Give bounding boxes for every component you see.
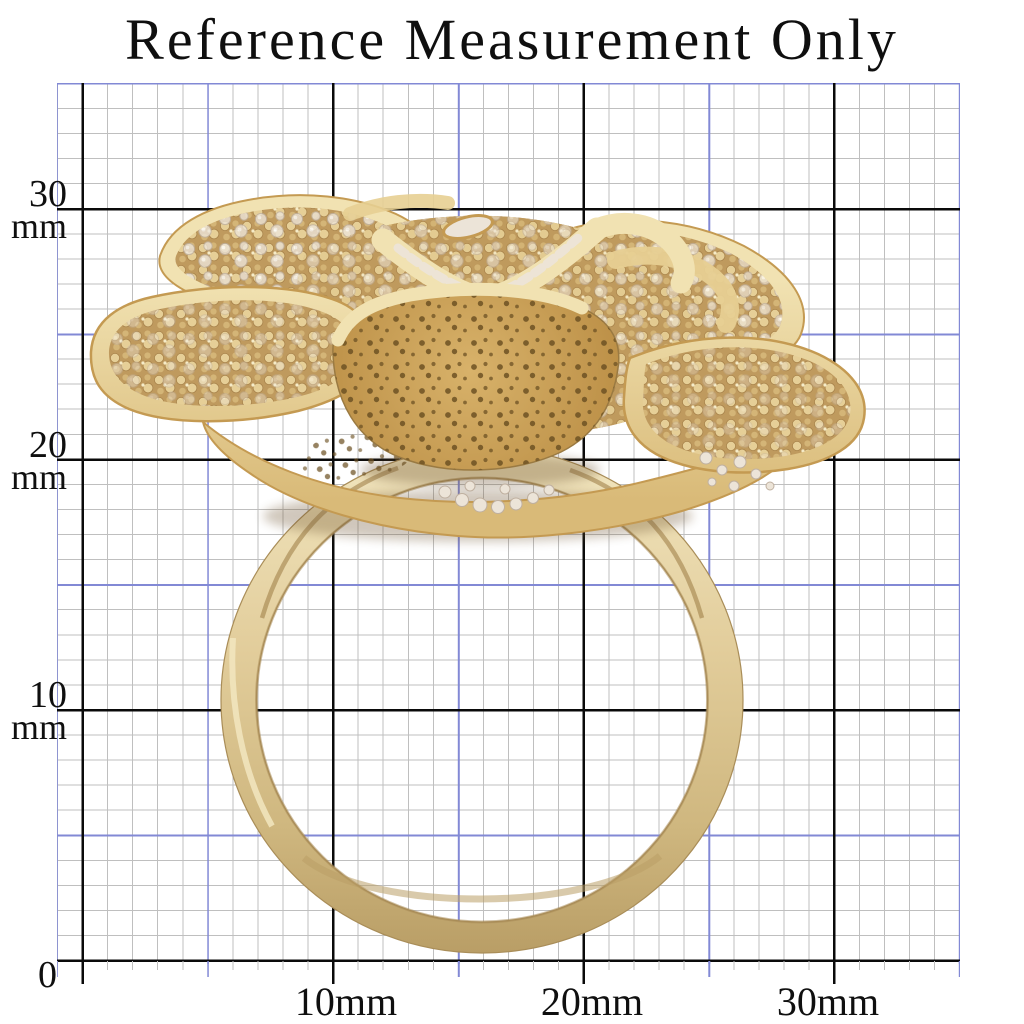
measurement-grid bbox=[57, 83, 960, 964]
y-axis-label-30: 30 bbox=[29, 173, 67, 215]
x-axis-label-30mm: 30mm bbox=[776, 979, 880, 1024]
origin-label: 0 bbox=[38, 954, 57, 996]
y-axis-unit-30: mm bbox=[10, 206, 67, 246]
y-axis-unit-10: mm bbox=[10, 707, 67, 747]
y-axis-label-20: 20 bbox=[29, 424, 67, 466]
y-axis-label-10: 10 bbox=[29, 674, 67, 716]
x-axis-label-20mm: 20mm bbox=[540, 979, 644, 1024]
page-title: Reference Measurement Only bbox=[125, 7, 899, 72]
x-axis-label-10mm: 10mm bbox=[294, 979, 398, 1024]
y-axis-unit-20: mm bbox=[10, 457, 67, 497]
black-tick-marks bbox=[57, 961, 960, 984]
